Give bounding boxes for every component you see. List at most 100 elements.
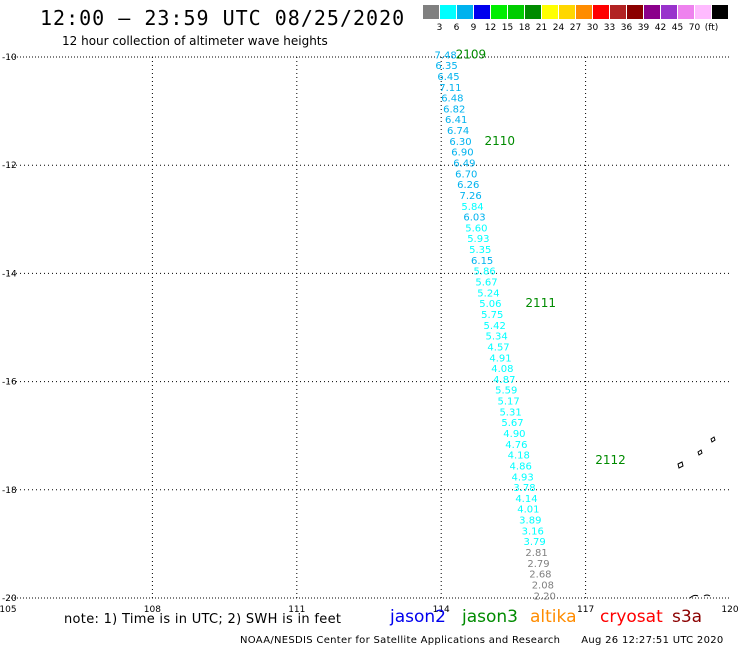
legend-swatch bbox=[440, 5, 457, 19]
swh-value-label: 6.41 bbox=[445, 115, 467, 126]
color-legend: 3 6 9 12 15 18 21 24 27 30 33 36 39 42 45 70 (ft) bbox=[423, 5, 729, 35]
swh-value-label: 4.91 bbox=[489, 353, 511, 364]
swh-value-label: 6.26 bbox=[457, 180, 479, 191]
credit-text: NOAA/NESDIS Center for Satellite Applica… bbox=[240, 635, 561, 646]
swh-value-label: 5.67 bbox=[475, 278, 497, 289]
swh-value-label: 6.82 bbox=[443, 104, 465, 115]
swh-value-label: 4.18 bbox=[508, 451, 530, 462]
legend-swatch bbox=[661, 5, 678, 19]
legend-label: 36 bbox=[620, 23, 633, 33]
swh-value-label: 7.26 bbox=[459, 191, 481, 202]
page-subtitle: 12 hour collection of altimeter wave hei… bbox=[62, 34, 328, 48]
swh-value-label: 6.49 bbox=[453, 158, 475, 169]
swh-value-label: 5.84 bbox=[461, 202, 483, 213]
legend-label: 39 bbox=[637, 23, 650, 33]
swh-value-label: 3.89 bbox=[519, 516, 541, 527]
swh-value-label: 4.90 bbox=[503, 429, 525, 440]
mission-altika: altika bbox=[530, 607, 577, 627]
legend-swatch bbox=[678, 5, 695, 19]
legend-swatches bbox=[423, 5, 729, 19]
time-label: 2110 bbox=[485, 134, 516, 148]
swh-value-label: 2.68 bbox=[529, 570, 551, 581]
legend-swatch bbox=[576, 5, 593, 19]
swh-value-label: 4.93 bbox=[511, 472, 533, 483]
time-label: 2111 bbox=[525, 296, 556, 310]
legend-swatch bbox=[457, 5, 474, 19]
swh-value-label: 5.17 bbox=[498, 397, 520, 408]
legend-label: (ft) bbox=[704, 23, 719, 33]
legend-label: 45 bbox=[671, 23, 684, 33]
swh-value-label: 5.35 bbox=[469, 245, 491, 256]
legend-label: 30 bbox=[586, 23, 599, 33]
legend-swatch bbox=[610, 5, 627, 19]
swh-value-label: 5.06 bbox=[479, 299, 501, 310]
coastline-fragment bbox=[689, 594, 711, 599]
legend-label: 6 bbox=[453, 23, 460, 33]
swh-value-label: 6.74 bbox=[447, 126, 469, 137]
lon-tick-label: 120 bbox=[721, 605, 738, 615]
legend-swatch bbox=[712, 5, 729, 19]
lon-tick-label: 111 bbox=[288, 605, 305, 615]
mission-cryosat: cryosat bbox=[600, 607, 663, 627]
legend-swatch bbox=[423, 5, 440, 19]
swh-value-label: 5.86 bbox=[473, 267, 495, 278]
legend-label: 42 bbox=[654, 23, 667, 33]
swh-value-label: 5.31 bbox=[499, 407, 521, 418]
swh-value-label: 5.67 bbox=[501, 418, 523, 429]
legend-label: 24 bbox=[552, 23, 565, 33]
swh-value-label: 3.79 bbox=[524, 537, 546, 548]
island-outline bbox=[677, 461, 684, 469]
legend-label: 12 bbox=[484, 23, 497, 33]
legend-swatch bbox=[559, 5, 576, 19]
legend-swatch bbox=[508, 5, 525, 19]
lon-tick-label: 117 bbox=[577, 605, 594, 615]
swh-value-label: 6.30 bbox=[449, 137, 471, 148]
lat-tick-label: -16 bbox=[2, 378, 17, 388]
swh-value-label: 4.01 bbox=[517, 505, 539, 516]
swh-value-label: 6.15 bbox=[471, 256, 493, 267]
swh-value-label: 4.86 bbox=[510, 461, 532, 472]
legend-label: 33 bbox=[603, 23, 616, 33]
lat-tick-label: -12 bbox=[2, 161, 17, 171]
lon-tick-label: 105 bbox=[0, 605, 17, 615]
swh-value-label: 6.03 bbox=[463, 213, 485, 224]
legend-swatch bbox=[491, 5, 508, 19]
legend-swatch bbox=[593, 5, 610, 19]
mission-jason3: jason3 bbox=[462, 607, 518, 627]
swh-value-label: 4.57 bbox=[487, 342, 509, 353]
swh-value-label: 5.75 bbox=[481, 310, 503, 321]
swh-value-label: 5.24 bbox=[477, 288, 499, 299]
credit-line: NOAA/NESDIS Center for Satellite Applica… bbox=[240, 635, 724, 646]
legend-swatch bbox=[474, 5, 491, 19]
page-title: 12:00 – 23:59 UTC 08/25/2020 bbox=[40, 6, 406, 30]
legend-swatch bbox=[525, 5, 542, 19]
legend-label: 27 bbox=[569, 23, 582, 33]
swh-value-label: 5.59 bbox=[495, 386, 517, 397]
island-outline bbox=[697, 449, 703, 456]
swh-value-label: 4.14 bbox=[515, 494, 537, 505]
legend-label: 3 bbox=[436, 23, 443, 33]
swh-value-label: 6.90 bbox=[451, 148, 473, 159]
island-outline bbox=[710, 436, 716, 443]
legend-swatch bbox=[542, 5, 559, 19]
swh-value-label: 6.35 bbox=[435, 61, 457, 72]
time-label: 2109 bbox=[456, 47, 487, 61]
legend-label: 21 bbox=[535, 23, 548, 33]
legend-label: 18 bbox=[518, 23, 531, 33]
swh-value-label: 6.45 bbox=[437, 72, 459, 83]
swh-value-label: 6.70 bbox=[455, 169, 477, 180]
legend-swatch bbox=[695, 5, 712, 19]
lon-tick-label: 108 bbox=[144, 605, 161, 615]
legend-labels: 3 6 9 12 15 18 21 24 27 30 33 36 39 42 45 70 (ft) bbox=[423, 23, 729, 35]
swh-value-label: 4.76 bbox=[505, 440, 527, 451]
swh-value-label: 5.60 bbox=[465, 223, 487, 234]
legend-label: 15 bbox=[501, 23, 514, 33]
legend-label: 70 bbox=[688, 23, 701, 33]
swh-value-label: 5.34 bbox=[485, 332, 507, 343]
swh-value-label: 3.16 bbox=[522, 526, 544, 537]
legend-swatch bbox=[644, 5, 661, 19]
swh-value-label: 2.79 bbox=[527, 559, 549, 570]
lat-tick-label: -10 bbox=[2, 53, 17, 63]
mission-s3a: s3a bbox=[672, 607, 703, 627]
